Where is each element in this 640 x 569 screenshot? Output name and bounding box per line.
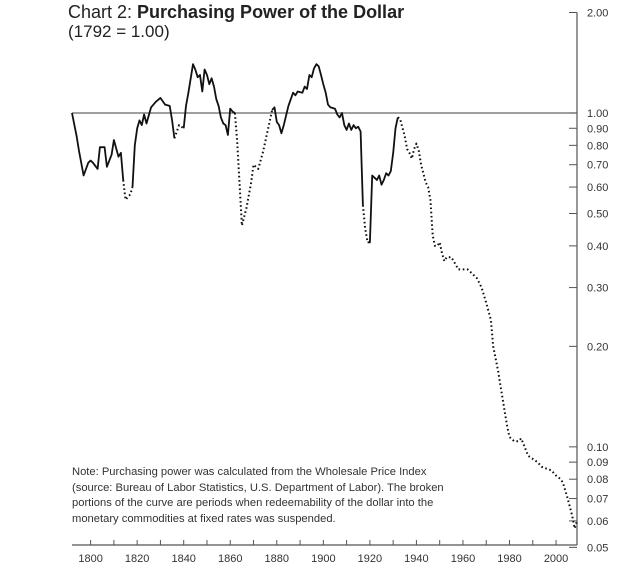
note-line: monetary commodities at fixed rates was … bbox=[72, 512, 336, 525]
note-line: portions of the curve are periods when r… bbox=[72, 497, 434, 509]
y-tick-label: 0.05 bbox=[587, 542, 608, 554]
series-segment-redeemable bbox=[182, 63, 236, 136]
series-segment-redeemable bbox=[71, 112, 125, 181]
x-tick-label: 1800 bbox=[78, 553, 102, 565]
series-segment-suspended bbox=[173, 124, 185, 139]
x-tick-label: 1820 bbox=[125, 553, 149, 565]
series-segment-redeemable bbox=[367, 117, 399, 244]
series-segment-suspended bbox=[233, 109, 274, 227]
note-line: (source: Bureau of Labor Statistics, U.S… bbox=[72, 481, 444, 494]
series-segment-suspended bbox=[361, 205, 369, 243]
chart-note: Note: Purchasing power was calculated fr… bbox=[72, 465, 444, 527]
x-tick-label: 1880 bbox=[265, 553, 289, 565]
x-tick-label: 1960 bbox=[451, 553, 475, 565]
y-tick-label: 0.90 bbox=[587, 123, 608, 135]
x-tick-label: 1980 bbox=[497, 553, 521, 565]
y-tick-label: 0.30 bbox=[587, 283, 608, 295]
y-tick-label: 0.06 bbox=[587, 516, 608, 528]
y-tick-label: 0.40 bbox=[587, 241, 608, 253]
chart-title-main: Purchasing Power of the Dollar bbox=[137, 2, 405, 22]
y-tick-label: 0.07 bbox=[587, 494, 608, 506]
series-segment-redeemable bbox=[131, 97, 176, 188]
series-segment-suspended bbox=[122, 179, 134, 201]
y-tick-label: 2.00 bbox=[587, 8, 608, 20]
y-tick-label: 0.60 bbox=[587, 182, 608, 194]
x-tick-label: 1860 bbox=[218, 553, 242, 565]
series-segment-redeemable bbox=[271, 63, 364, 206]
x-tick-label: 2000 bbox=[544, 553, 568, 565]
chart-title: Chart 2: Purchasing Power of the Dollar bbox=[68, 2, 404, 22]
x-tick-label: 1840 bbox=[171, 553, 195, 565]
y-tick-label: 0.08 bbox=[587, 474, 608, 486]
y-tick-label: 1.00 bbox=[587, 108, 608, 120]
y-tick-label: 0.50 bbox=[587, 209, 608, 221]
y-tick-label: 0.80 bbox=[587, 140, 608, 152]
chart-subtitle: (1792 = 1.00) bbox=[68, 22, 170, 41]
y-tick-label: 0.20 bbox=[587, 341, 608, 353]
note-line: Note: Purchasing power was calculated fr… bbox=[72, 466, 427, 478]
y-tick-label: 0.70 bbox=[587, 160, 608, 172]
x-tick-label: 1900 bbox=[311, 553, 335, 565]
chart-title-prefix: Chart 2: bbox=[68, 2, 138, 22]
x-tick-label: 1920 bbox=[358, 553, 382, 565]
x-tick-label: 1940 bbox=[404, 553, 428, 565]
series-segment-suspended bbox=[397, 116, 578, 530]
y-tick-label: 0.09 bbox=[587, 457, 608, 469]
y-tick-label: 0.10 bbox=[587, 442, 608, 454]
